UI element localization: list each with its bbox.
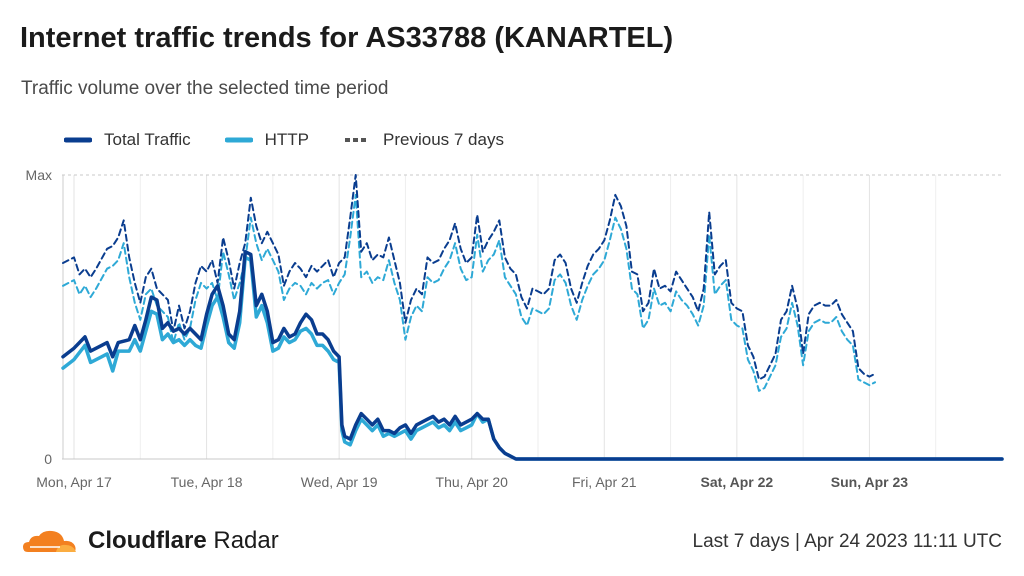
legend-label-http: HTTP (264, 130, 310, 149)
x-tick-label: Fri, Apr 21 (572, 474, 637, 490)
y-tick-label: 0 (44, 451, 52, 467)
x-tick-label: Tue, Apr 18 (171, 474, 243, 490)
time-range-info: Last 7 days | Apr 24 2023 11:11 UTC (692, 531, 1002, 552)
cloudflare-cloud-icon (23, 530, 76, 552)
y-tick-label: Max (26, 167, 52, 183)
series-line-total-traffic (61, 249, 1004, 461)
x-tick-label: Sat, Apr 22 (701, 474, 774, 490)
legend-label-previous-7-days: Previous 7 days (383, 130, 504, 149)
legend-label-total-traffic: Total Traffic (104, 130, 191, 149)
chart-title: Internet traffic trends for AS33788 (KAN… (20, 22, 674, 54)
total-traffic-swatch-icon (64, 137, 92, 143)
x-tick-label: Sun, Apr 23 (831, 474, 908, 490)
http-swatch-icon (224, 137, 253, 143)
previous-7-days-swatch-icon (345, 138, 370, 142)
x-tick-label: Thu, Apr 20 (436, 474, 509, 490)
legend-item-previous-7-days[interactable]: Previous 7 days (343, 130, 504, 150)
series-line-previous-7-days-total (62, 174, 876, 381)
chart-legend: Total Traffic HTTP Previous 7 days (64, 128, 504, 152)
x-tick-label: Mon, Apr 17 (36, 474, 112, 490)
series-line-http (61, 255, 1004, 461)
legend-item-http[interactable]: HTTP (224, 130, 310, 150)
brand-name: Cloudflare Radar (88, 527, 279, 555)
brand-main: Cloudflare (88, 527, 207, 554)
brand-sub: Radar (213, 527, 279, 554)
cloudflare-radar-logo[interactable]: Cloudflare Radar (22, 527, 279, 555)
chart-subtitle: Traffic volume over the selected time pe… (21, 78, 389, 99)
x-tick-label: Wed, Apr 19 (301, 474, 378, 490)
legend-item-total-traffic[interactable]: Total Traffic (64, 130, 191, 150)
series-line-previous-7-days-http (62, 193, 876, 392)
